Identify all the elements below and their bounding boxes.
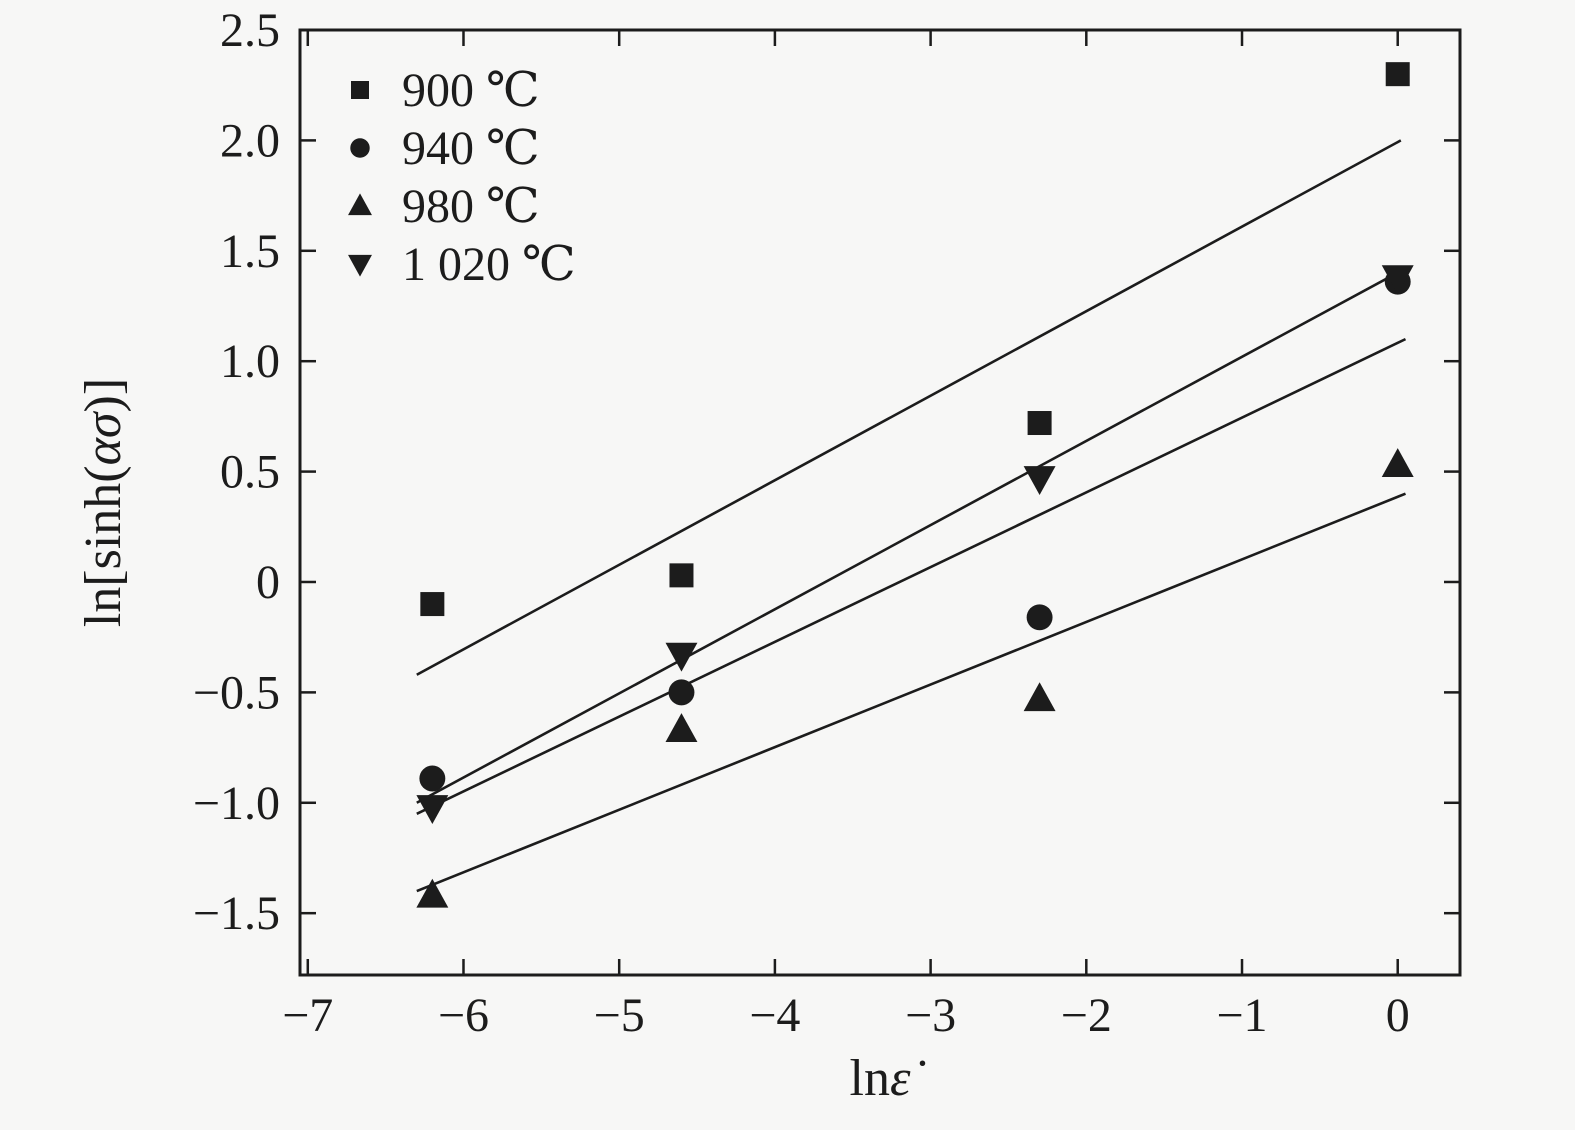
data-point-marker [1027,411,1052,436]
axis-title-part: )] [75,378,132,413]
legend-label: 1 020 ℃ [402,238,576,291]
plot-area [300,30,1460,975]
x-tick-label: −7 [282,989,333,1042]
data-point-marker [665,713,698,743]
data-point-marker [419,765,446,792]
data-point-marker [348,193,372,216]
y-tick-label: −1.0 [193,777,280,830]
x-axis-title: lnε̇ [850,1050,926,1107]
y-axis-title: ln[sinh(ασ)] [75,378,132,627]
y-tick-label: 0.5 [220,446,280,499]
x-tick-label: −5 [594,989,645,1042]
y-tick-label: −0.5 [193,666,280,719]
y-tick-label: 1.5 [220,225,280,278]
fit-line [416,267,1407,804]
legend-label: 900 ℃ [402,64,540,117]
x-tick-label: −6 [438,989,489,1042]
x-tick-label: −3 [905,989,956,1042]
legend-item: 940 ℃ [350,122,540,175]
x-tick-label: −4 [749,989,800,1042]
data-point-marker [351,81,369,99]
data-point-marker [348,254,372,277]
data-point-marker [416,795,449,824]
data-point-marker [1385,62,1410,87]
plot-frame [298,28,1462,977]
legend-item: 980 ℃ [348,180,540,233]
legend-item: 900 ℃ [351,64,540,117]
y-tick-label: 2.0 [220,114,280,167]
data-point-marker [1381,448,1414,478]
axis-title-part: ln[sinh( [75,465,132,627]
data-point-marker [669,563,694,588]
axis-title-part: ln [850,1050,890,1107]
legend-item: 1 020 ℃ [348,238,576,291]
legend-label: 940 ℃ [402,122,540,175]
fit-line [416,139,1402,676]
data-point-marker [350,138,370,158]
y-tick-label: −1.5 [193,887,280,940]
data-point-marker [668,679,695,706]
legend-label: 980 ℃ [402,180,540,233]
x-tick-label: −1 [1216,989,1267,1042]
fit-line [416,492,1406,893]
data-point-marker [1023,466,1056,496]
x-tick-label: −2 [1061,989,1112,1042]
data-point-marker [665,642,698,672]
data-point-marker [416,878,449,908]
y-tick-label: 0 [256,556,280,609]
x-tick-label: 0 [1386,989,1410,1042]
y-tick-label: 2.5 [220,4,280,57]
data-point-marker [1026,604,1053,631]
data-point-marker [1381,265,1414,295]
data-point-marker [420,592,445,617]
axis-title-part: ασ [75,410,132,465]
axis-title-part: ε̇ [890,1050,925,1107]
y-tick-label: 1.0 [220,335,280,388]
data-point-marker [1023,682,1056,712]
fit-line [416,337,1407,815]
